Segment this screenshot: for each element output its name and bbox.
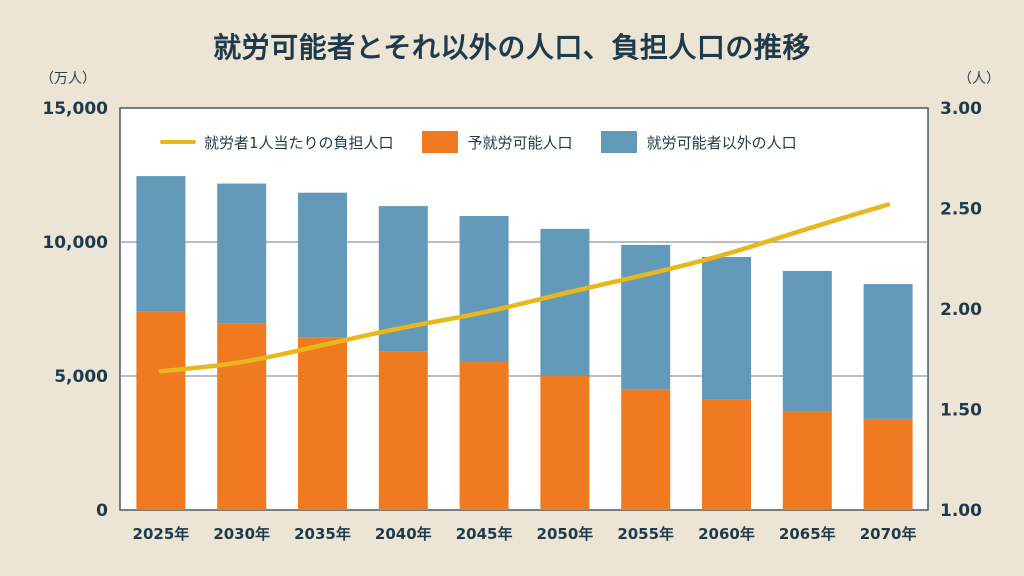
bar-workers xyxy=(136,311,186,510)
bar-workers xyxy=(621,389,671,510)
bar-workers xyxy=(459,360,509,510)
legend-item-workers: 予就労可能人口 xyxy=(421,131,573,153)
bar-nonworkers xyxy=(782,270,832,412)
right-axis-unit: （人） xyxy=(958,71,1000,87)
legend-line-swatch xyxy=(160,140,196,144)
bar-nonworkers xyxy=(540,228,590,376)
legend-blue-swatch xyxy=(600,131,637,153)
bar-nonworkers xyxy=(298,192,347,338)
left-tick-label: 10,000 xyxy=(42,233,108,253)
x-tick-label: 2035年 xyxy=(294,525,351,543)
bar-nonworkers xyxy=(863,284,913,419)
left-axis-unit: （万人） xyxy=(40,71,96,87)
legend-item-nonworkers: 就労可能者以外の人口 xyxy=(600,131,797,153)
right-tick-label: 1.50 xyxy=(940,401,982,421)
left-tick-label: 15,000 xyxy=(42,99,108,119)
bar-workers xyxy=(702,399,751,510)
right-tick-label: 1.00 xyxy=(940,501,982,521)
x-tick-label: 2070年 xyxy=(860,525,917,543)
right-tick-label: 2.50 xyxy=(940,200,982,220)
left-tick-label: 0 xyxy=(96,501,108,521)
chart-title: 就労可能者とそれ以外の人口、負担人口の推移 xyxy=(213,31,811,64)
x-tick-label: 2025年 xyxy=(133,525,190,543)
x-tick-label: 2060年 xyxy=(698,525,755,543)
legend-item-burden: 就労者1人当たりの負担人口 xyxy=(160,132,394,153)
bar-workers xyxy=(378,351,428,510)
bar-workers xyxy=(298,337,347,510)
x-tick-label: 2055年 xyxy=(617,525,674,543)
right-tick-label: 2.00 xyxy=(940,300,982,320)
right-tick-label: 3.00 xyxy=(940,99,982,119)
bar-nonworkers xyxy=(621,244,671,390)
bar-nonworkers xyxy=(136,176,186,312)
legend: 就労者1人当たりの負担人口 予就労可能人口 就労可能者以外の人口 xyxy=(160,131,825,153)
bar-nonworkers xyxy=(217,183,267,324)
x-tick-label: 2050年 xyxy=(537,525,594,543)
legend-label-workers: 予就労可能人口 xyxy=(467,133,573,152)
left-tick-label: 5,000 xyxy=(54,367,108,387)
bar-workers xyxy=(217,323,267,510)
x-tick-label: 2040年 xyxy=(375,525,432,543)
bar-workers xyxy=(540,376,590,510)
bar-workers xyxy=(782,411,832,510)
x-tick-label: 2065年 xyxy=(779,525,836,543)
bar-nonworkers xyxy=(459,216,509,361)
legend-label-burden: 就労者1人当たりの負担人口 xyxy=(204,133,394,152)
x-tick-label: 2045年 xyxy=(456,525,513,543)
bar-nonworkers xyxy=(702,257,751,400)
legend-orange-swatch xyxy=(421,131,458,153)
x-tick-label: 2030年 xyxy=(213,525,270,543)
bar-workers xyxy=(863,418,913,510)
legend-label-nonworkers: 就労可能者以外の人口 xyxy=(646,133,797,152)
line-burden-per-worker xyxy=(158,202,891,374)
